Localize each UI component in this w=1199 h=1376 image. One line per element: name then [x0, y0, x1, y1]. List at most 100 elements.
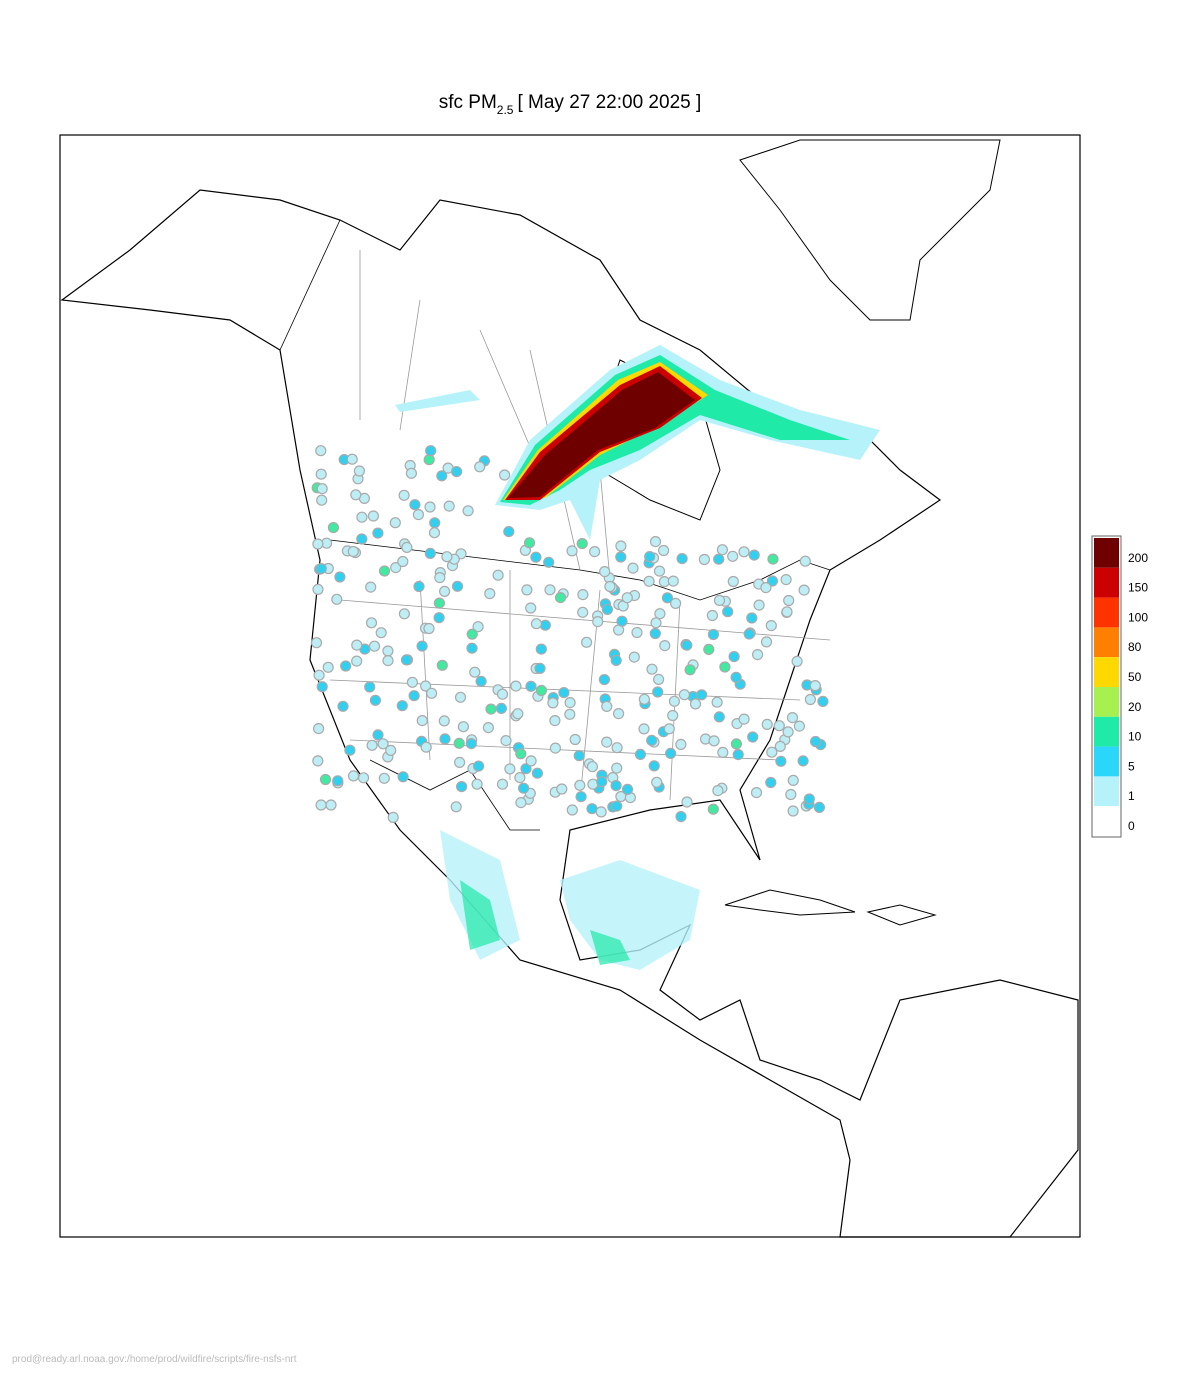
station [368, 640, 381, 652]
station [575, 791, 587, 803]
station [676, 552, 688, 565]
station [316, 494, 328, 506]
station [367, 510, 379, 522]
station [748, 549, 760, 561]
station [601, 736, 613, 748]
station [473, 760, 485, 772]
station [396, 700, 408, 712]
station [450, 801, 462, 813]
station [783, 594, 795, 607]
station [799, 555, 811, 567]
station [451, 466, 463, 478]
station [621, 783, 634, 796]
station [544, 584, 556, 596]
station [413, 580, 425, 593]
station [375, 627, 387, 639]
station [549, 714, 561, 727]
station [482, 721, 494, 734]
colorbar-label: 1 [1128, 789, 1135, 803]
station [586, 803, 598, 815]
station [809, 679, 821, 692]
station [669, 597, 682, 610]
station [514, 771, 526, 784]
station [638, 693, 651, 705]
station [649, 627, 661, 640]
colorbar-swatch [1094, 627, 1119, 658]
station [347, 545, 359, 558]
station [366, 739, 378, 751]
colorbar-swatch [1094, 716, 1119, 747]
station [648, 760, 660, 772]
station [409, 499, 421, 511]
station [327, 521, 339, 534]
colorbar-swatch [1094, 776, 1119, 807]
station [420, 741, 432, 753]
station [664, 747, 677, 760]
colorbar-swatch [1094, 806, 1119, 836]
station [746, 612, 758, 624]
station [389, 517, 401, 529]
station [310, 637, 323, 649]
station [535, 684, 548, 697]
station [628, 651, 640, 663]
station [761, 718, 773, 731]
station [462, 505, 474, 517]
station [610, 779, 622, 792]
station [334, 571, 346, 583]
station [429, 517, 441, 529]
station [405, 467, 417, 479]
station [703, 643, 715, 656]
station [601, 700, 613, 713]
station [543, 556, 555, 568]
station [517, 782, 530, 794]
station [504, 763, 516, 775]
station [577, 606, 589, 618]
station [651, 776, 663, 788]
station [573, 750, 585, 762]
station [539, 619, 551, 631]
smoke-plume [395, 345, 880, 970]
station [785, 788, 797, 801]
cuba [724, 889, 856, 916]
station [667, 575, 679, 587]
station [369, 694, 381, 706]
station [650, 617, 662, 629]
station [530, 618, 543, 630]
station [728, 650, 740, 663]
station [340, 660, 352, 672]
station [638, 723, 650, 735]
station [378, 772, 390, 784]
station [365, 581, 377, 593]
station [730, 738, 743, 750]
station [661, 592, 674, 604]
station [496, 688, 509, 700]
station [766, 575, 779, 587]
station [547, 697, 559, 709]
station [750, 786, 763, 799]
station [727, 575, 739, 588]
station [453, 737, 465, 749]
colorbar-swatch [1094, 567, 1119, 598]
station [760, 581, 772, 594]
station [312, 538, 324, 550]
station [315, 468, 327, 480]
station [652, 686, 664, 698]
station [713, 711, 725, 723]
colorbar-label: 5 [1128, 759, 1135, 773]
station [631, 626, 643, 639]
station [515, 796, 527, 809]
station [398, 608, 410, 620]
station [387, 811, 399, 824]
station [659, 639, 671, 652]
station [525, 680, 537, 692]
station [549, 742, 562, 754]
station [439, 585, 451, 598]
station [695, 689, 708, 701]
station [804, 693, 817, 706]
station [611, 762, 623, 774]
station [663, 723, 675, 735]
station [780, 573, 792, 586]
station [372, 527, 384, 539]
station [353, 465, 365, 477]
station [315, 562, 327, 575]
